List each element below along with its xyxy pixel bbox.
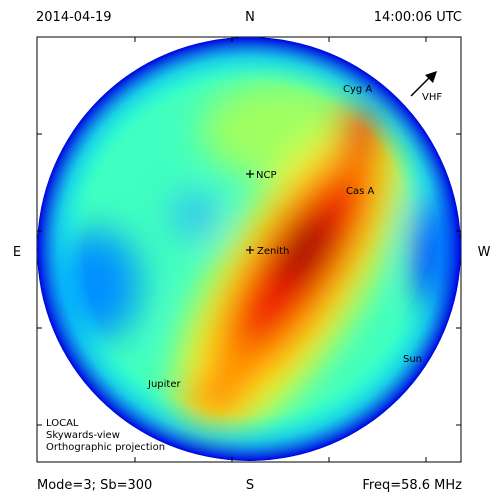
source-label: Jupiter xyxy=(147,379,181,390)
frame-ticks xyxy=(37,37,461,462)
note: LOCAL xyxy=(46,418,79,429)
south-label: S xyxy=(246,478,254,493)
source-label: VHF xyxy=(422,92,442,103)
heatmap xyxy=(37,37,461,461)
north-label: N xyxy=(245,10,255,25)
note: Orthographic projection xyxy=(46,442,165,453)
date: 2014-04-19 xyxy=(36,10,112,25)
source-label: Cyg A xyxy=(343,84,372,95)
east-label: E xyxy=(13,245,21,260)
source-label: Sun xyxy=(403,354,422,365)
mode: Mode=3; Sb=300 xyxy=(37,478,152,493)
markers xyxy=(246,170,254,254)
frequency: Freq=58.6 MHz xyxy=(362,478,462,493)
time: 14:00:06 UTC xyxy=(374,10,462,25)
note: Skywards-view xyxy=(46,430,120,441)
source-label: Cas A xyxy=(346,186,374,197)
source-label: NCP xyxy=(256,170,277,181)
west-label: W xyxy=(478,245,491,260)
source-label: Zenith xyxy=(257,246,289,257)
vhf-arrow xyxy=(410,71,437,97)
